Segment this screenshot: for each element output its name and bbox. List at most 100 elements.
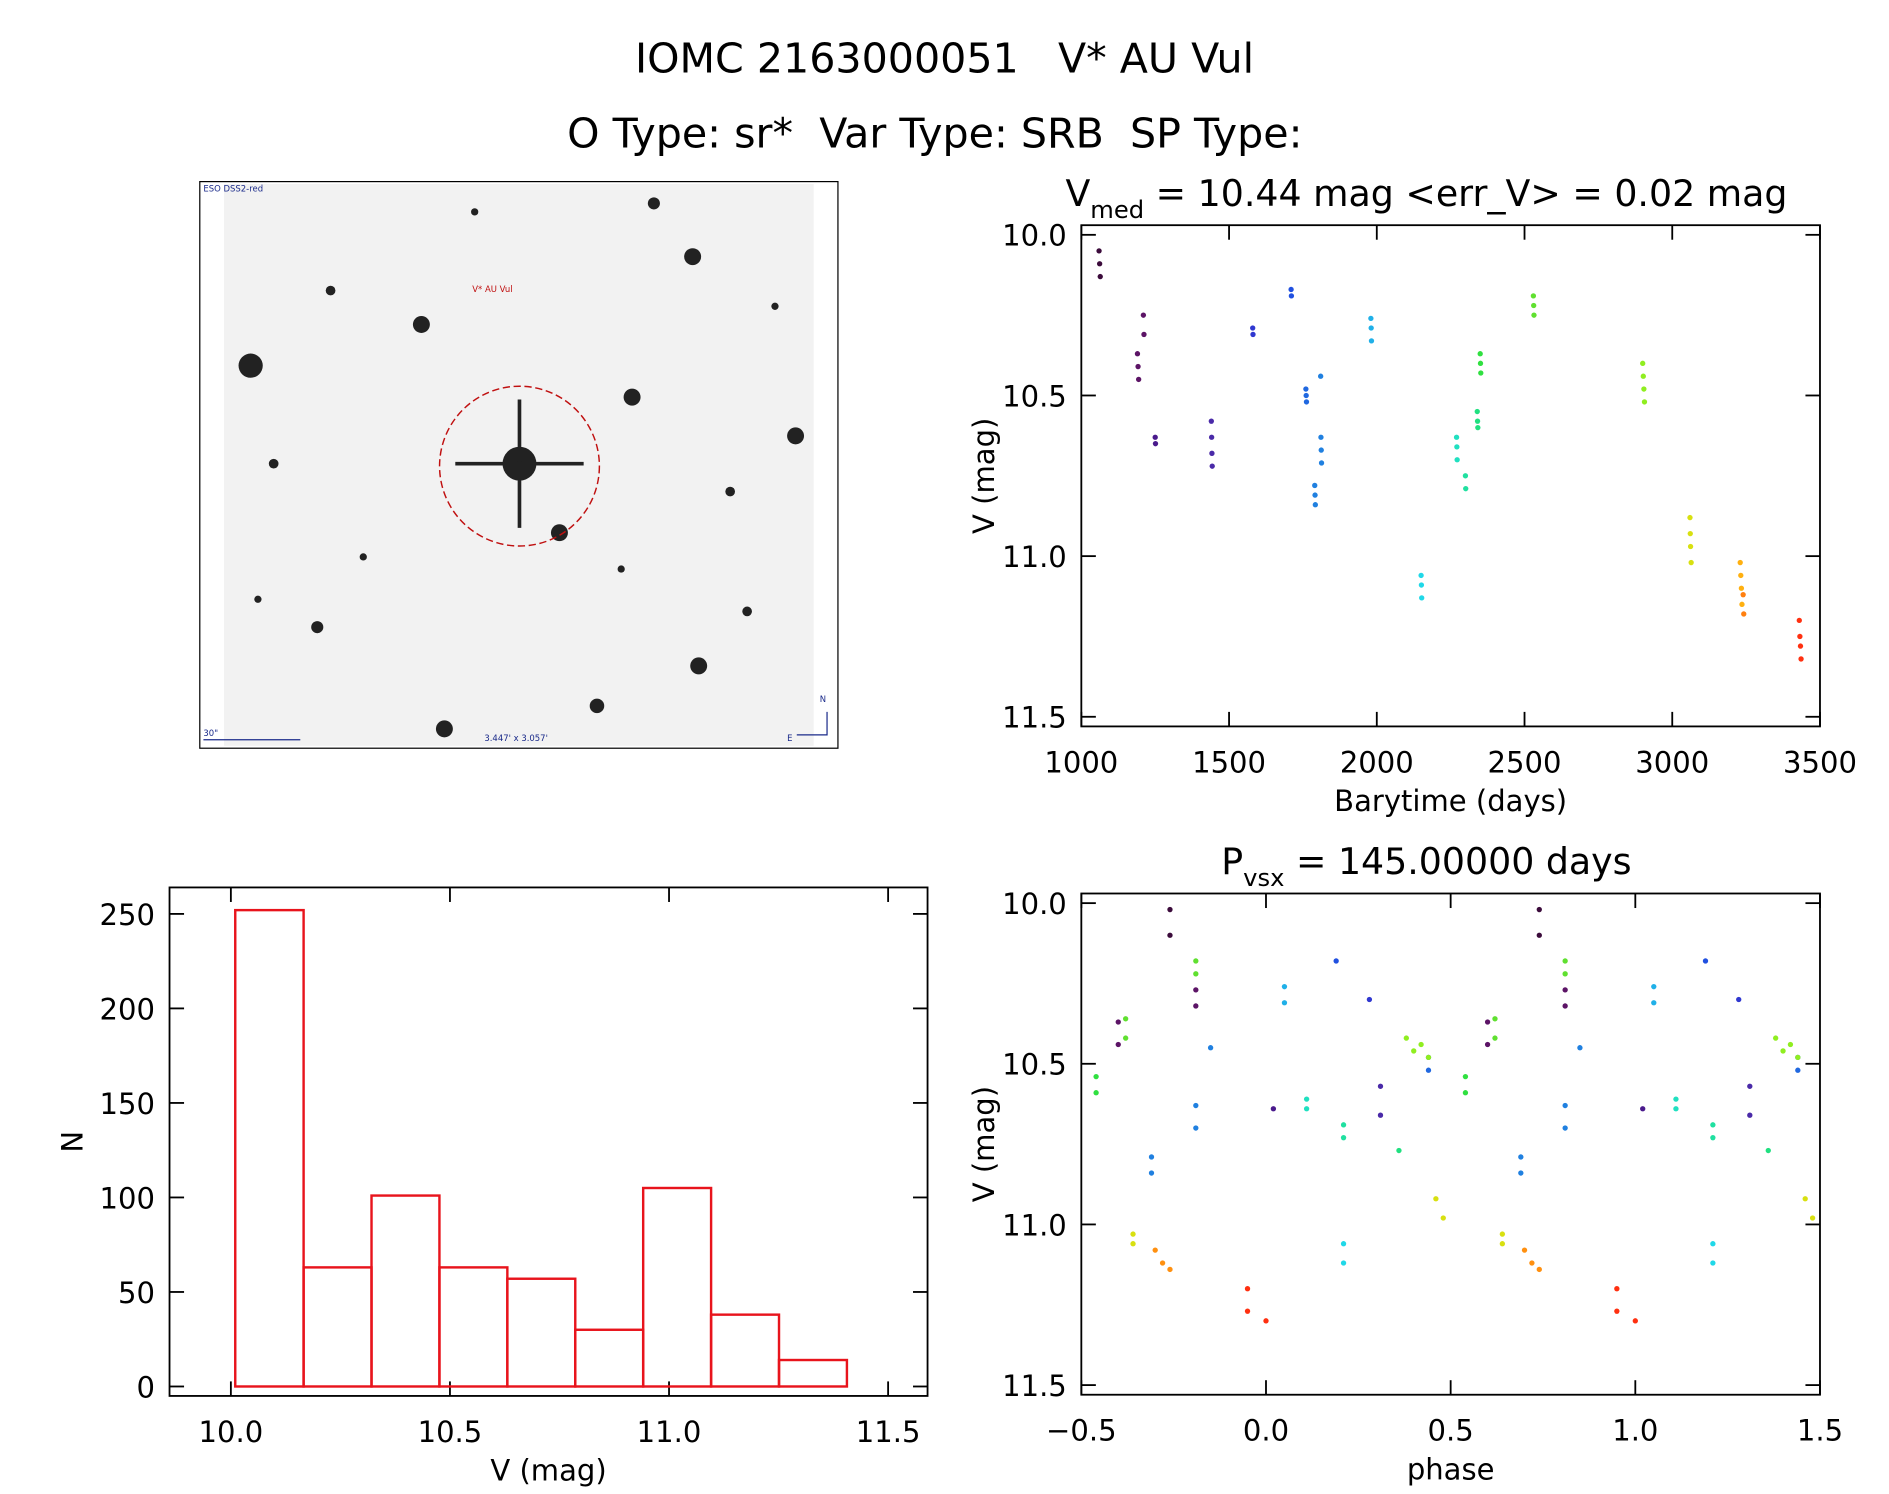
data-point [1765, 1147, 1771, 1154]
data-point [1209, 463, 1215, 469]
data-point [1477, 360, 1484, 367]
data-point [1208, 418, 1214, 424]
title-main: V [1065, 172, 1090, 215]
data-point [1780, 1048, 1786, 1054]
y-tick-label: 11.5 [1002, 701, 1067, 735]
data-point [1710, 1241, 1716, 1247]
x-axis-label: Barytime (days) [1334, 784, 1567, 818]
data-point [1340, 1135, 1347, 1141]
data-point [1193, 958, 1199, 964]
data-point [1614, 1286, 1620, 1292]
data-point [1135, 376, 1142, 383]
title-sub: vsx [1243, 864, 1284, 892]
data-point [1303, 392, 1309, 399]
y-tick-label: 100 [100, 1181, 155, 1215]
data-point [1687, 543, 1694, 550]
x-tick-label: 10.5 [418, 1415, 483, 1449]
data-point [1122, 1016, 1129, 1022]
data-point [1673, 1096, 1679, 1102]
star-image: ESO DSS2-red V* AU Vul 30" 3.447' x 3.05… [199, 180, 839, 749]
data-point [1096, 261, 1103, 267]
data-point [1562, 987, 1568, 993]
data-point [1244, 1308, 1251, 1314]
data-point [1152, 441, 1159, 447]
x-tick-label: 1.5 [1797, 1414, 1843, 1448]
data-point [1687, 514, 1693, 521]
data-point [1281, 984, 1288, 990]
data-point [1377, 1112, 1384, 1118]
data-point [1193, 1125, 1199, 1131]
x-tick-label: 0.5 [1428, 1414, 1474, 1448]
data-point [1312, 482, 1318, 489]
data-point [1518, 1154, 1524, 1160]
x-tick-label: 3500 [1783, 745, 1857, 779]
data-point [1737, 559, 1743, 566]
data-point [1093, 1090, 1099, 1096]
data-point [1368, 338, 1375, 344]
figure-subtitle: O Type: sr* Var Type: SRB SP Type: [567, 110, 1302, 158]
data-point [1562, 958, 1568, 964]
data-point [1796, 617, 1802, 624]
target-label: V* AU Vul [472, 284, 512, 294]
data-point [1340, 1260, 1347, 1266]
data-point [1809, 1215, 1816, 1221]
data-point [1288, 286, 1294, 293]
data-point [1250, 331, 1256, 338]
data-point [1772, 1035, 1779, 1041]
data-point [1530, 293, 1537, 299]
data-point [1499, 1241, 1506, 1247]
east-label: E [787, 733, 792, 743]
data-point [1562, 1102, 1568, 1109]
data-point [1641, 386, 1647, 392]
data-point [1499, 1231, 1506, 1237]
chart-title: Pvsx = 145.00000 days [1221, 840, 1631, 892]
data-point [1688, 559, 1694, 566]
data-point [1303, 399, 1310, 405]
survey-label: ESO DSS2-red [203, 183, 263, 193]
data-point [1418, 572, 1424, 579]
y-axis-label: V (mag) [967, 418, 1001, 534]
data-point [1368, 315, 1374, 322]
y-axis-label: N [55, 1131, 89, 1153]
data-point [1614, 1308, 1620, 1314]
data-point [1521, 1247, 1528, 1253]
data-point [1478, 370, 1484, 376]
histogram-bar [234, 908, 305, 1388]
data-point [1317, 373, 1324, 379]
title-rest: = 10.44 mag <err_V> = 0.02 mag [1144, 172, 1787, 215]
histogram-bar [777, 1358, 849, 1388]
data-point [1418, 582, 1425, 588]
data-point [1318, 447, 1324, 453]
histogram-bar [302, 1266, 373, 1388]
data-point [1134, 351, 1141, 357]
data-point [1270, 1106, 1277, 1112]
x-tick-label: 11.5 [856, 1415, 921, 1449]
data-point [1475, 424, 1481, 431]
data-point [1529, 1260, 1535, 1266]
data-point [1140, 312, 1147, 318]
histogram-bar [506, 1277, 577, 1388]
data-point [1640, 360, 1646, 367]
data-point [1531, 312, 1537, 318]
y-tick-label: 250 [100, 898, 155, 932]
size-label: 3.447' x 3.057' [484, 733, 548, 743]
x-tick-label: 1000 [1044, 745, 1118, 779]
data-point [1425, 1054, 1432, 1061]
data-point [1463, 485, 1469, 492]
data-point [1802, 1196, 1808, 1202]
data-point [1536, 1266, 1542, 1273]
y-tick-label: 10.5 [1002, 379, 1067, 413]
data-point [1797, 643, 1804, 649]
data-point [1536, 906, 1542, 913]
data-point [1303, 386, 1309, 392]
data-point [1122, 1035, 1129, 1041]
data-point [1303, 1096, 1310, 1102]
x-tick-label: 2000 [1340, 745, 1414, 779]
histogram-bar [438, 1266, 509, 1388]
data-point [1167, 906, 1173, 913]
data-point [1333, 958, 1339, 964]
x-tick-label: 10.0 [199, 1415, 264, 1449]
data-point [1740, 592, 1746, 598]
x-tick-label: 1500 [1192, 745, 1266, 779]
